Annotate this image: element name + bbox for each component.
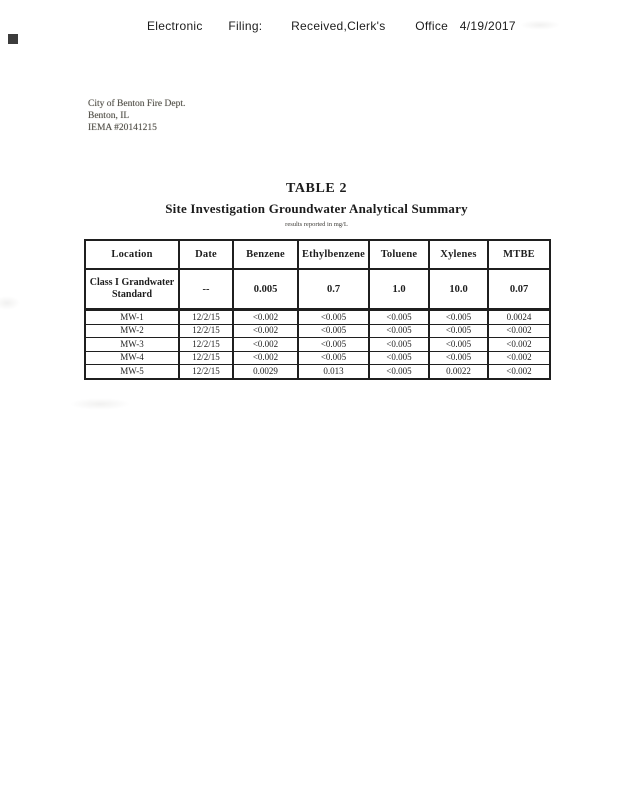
table-cell: 0.0029 <box>232 364 299 380</box>
table-cell: <0.005 <box>368 324 430 338</box>
table-cell: 12/2/15 <box>178 364 234 380</box>
units-note: results reported in mg/L <box>285 221 348 228</box>
groundwater-table: Location Date Benzene Ethylbenzene Tolue… <box>84 239 551 380</box>
table-cell: <0.005 <box>297 337 370 352</box>
table-cell: <0.005 <box>368 309 430 325</box>
table-cell: 0.0022 <box>428 364 489 380</box>
table-cell: <0.002 <box>487 324 551 338</box>
filing-stamp-word: Filing: <box>228 19 263 33</box>
table-cell: <0.002 <box>487 364 551 380</box>
column-header-location: Location <box>84 239 180 270</box>
table-cell: <0.005 <box>297 351 370 365</box>
table-cell: MW-2 <box>84 324 180 338</box>
standard-row-date: -- <box>178 269 234 311</box>
table-cell: <0.005 <box>428 351 489 365</box>
table-cell: <0.005 <box>428 337 489 352</box>
standard-row-label: Class I Grandwater Standard <box>84 269 180 311</box>
letterhead-org: City of Benton Fire Dept. <box>88 99 186 109</box>
table-cell: <0.002 <box>232 351 299 365</box>
table-cell: MW-5 <box>84 364 180 380</box>
table-cell: <0.002 <box>487 351 551 365</box>
table-row: MW-1 12/2/15 <0.002 <0.005 <0.005 <0.005 0.002… <box>84 309 551 325</box>
table-cell: <0.002 <box>487 337 551 352</box>
standard-value: 10.0 <box>428 269 489 311</box>
table-cell: MW-1 <box>84 309 180 325</box>
letterhead-iema-number: IEMA #20141215 <box>88 123 157 133</box>
letterhead: City of Benton Fire Dept. Benton, IL IEM… <box>88 98 185 134</box>
column-header-ethylbenzene: Ethylbenzene <box>297 239 370 270</box>
table-cell: 12/2/15 <box>178 324 234 338</box>
table-cell: <0.005 <box>428 324 489 338</box>
table-cell: 0.013 <box>297 364 370 380</box>
table-cell: 12/2/15 <box>178 351 234 365</box>
standard-value: 0.07 <box>487 269 551 311</box>
scan-artifact-square <box>8 34 18 44</box>
standard-value: 0.7 <box>297 269 370 311</box>
table-cell: MW-3 <box>84 337 180 352</box>
column-header-mtbe: MTBE <box>487 239 551 270</box>
filing-stamp-word: Office <box>415 19 449 33</box>
title-block: TABLE 2 Site Investigation Groundwater A… <box>84 181 549 228</box>
column-header-benzene: Benzene <box>232 239 299 270</box>
scan-smudge <box>520 20 560 30</box>
column-header-xylenes: Xylenes <box>428 239 489 270</box>
table-cell: <0.002 <box>232 337 299 352</box>
filing-stamp-word: Received,Clerk's <box>291 19 386 33</box>
table-cell: <0.002 <box>232 324 299 338</box>
analytical-summary-table: Location Date Benzene Ethylbenzene Tolue… <box>84 239 551 380</box>
table-cell: <0.005 <box>428 309 489 325</box>
table-cell: <0.005 <box>368 364 430 380</box>
table-number-title: TABLE 2 <box>285 181 348 196</box>
filing-stamp-date: 4/19/2017 <box>459 19 516 33</box>
table-cell: <0.005 <box>297 309 370 325</box>
table-cell: <0.002 <box>232 309 299 325</box>
monitoring-rows: MW-1 12/2/15 <0.002 <0.005 <0.005 <0.005 0.002… <box>84 309 551 380</box>
standard-row: Class I Grandwater Standard -- 0.005 0.7… <box>84 269 551 311</box>
table-header-row: Location Date Benzene Ethylbenzene Tolue… <box>84 239 551 270</box>
table-row: MW-2 12/2/15 <0.002 <0.005 <0.005 <0.005 <0.00… <box>84 324 551 338</box>
filing-stamp-header: Electronic Filing: Received,Clerk's Offi… <box>147 20 516 33</box>
table-cell: MW-4 <box>84 351 180 365</box>
column-header-toluene: Toluene <box>368 239 430 270</box>
table-cell: 0.0024 <box>487 309 551 325</box>
filing-stamp-word: Electronic <box>147 19 203 33</box>
scan-smudge <box>70 398 130 410</box>
table-cell: <0.005 <box>368 337 430 352</box>
standard-value: 0.005 <box>232 269 299 311</box>
standard-value: 1.0 <box>368 269 430 311</box>
scan-smudge <box>0 296 20 310</box>
table-cell: <0.005 <box>297 324 370 338</box>
letterhead-city: Benton, IL <box>88 111 130 121</box>
column-header-date: Date <box>178 239 234 270</box>
table-cell: 12/2/15 <box>178 337 234 352</box>
table-cell: <0.005 <box>368 351 430 365</box>
table-subtitle: Site Investigation Groundwater Analytica… <box>165 201 468 216</box>
table-cell: 12/2/15 <box>178 309 234 325</box>
table-row: MW-5 12/2/15 0.0029 0.013 <0.005 0.0022 <0.002 <box>84 364 551 380</box>
table-row: MW-3 12/2/15 <0.002 <0.005 <0.005 <0.005 <0.00… <box>84 337 551 352</box>
table-row: MW-4 12/2/15 <0.002 <0.005 <0.005 <0.005 <0.00… <box>84 351 551 365</box>
